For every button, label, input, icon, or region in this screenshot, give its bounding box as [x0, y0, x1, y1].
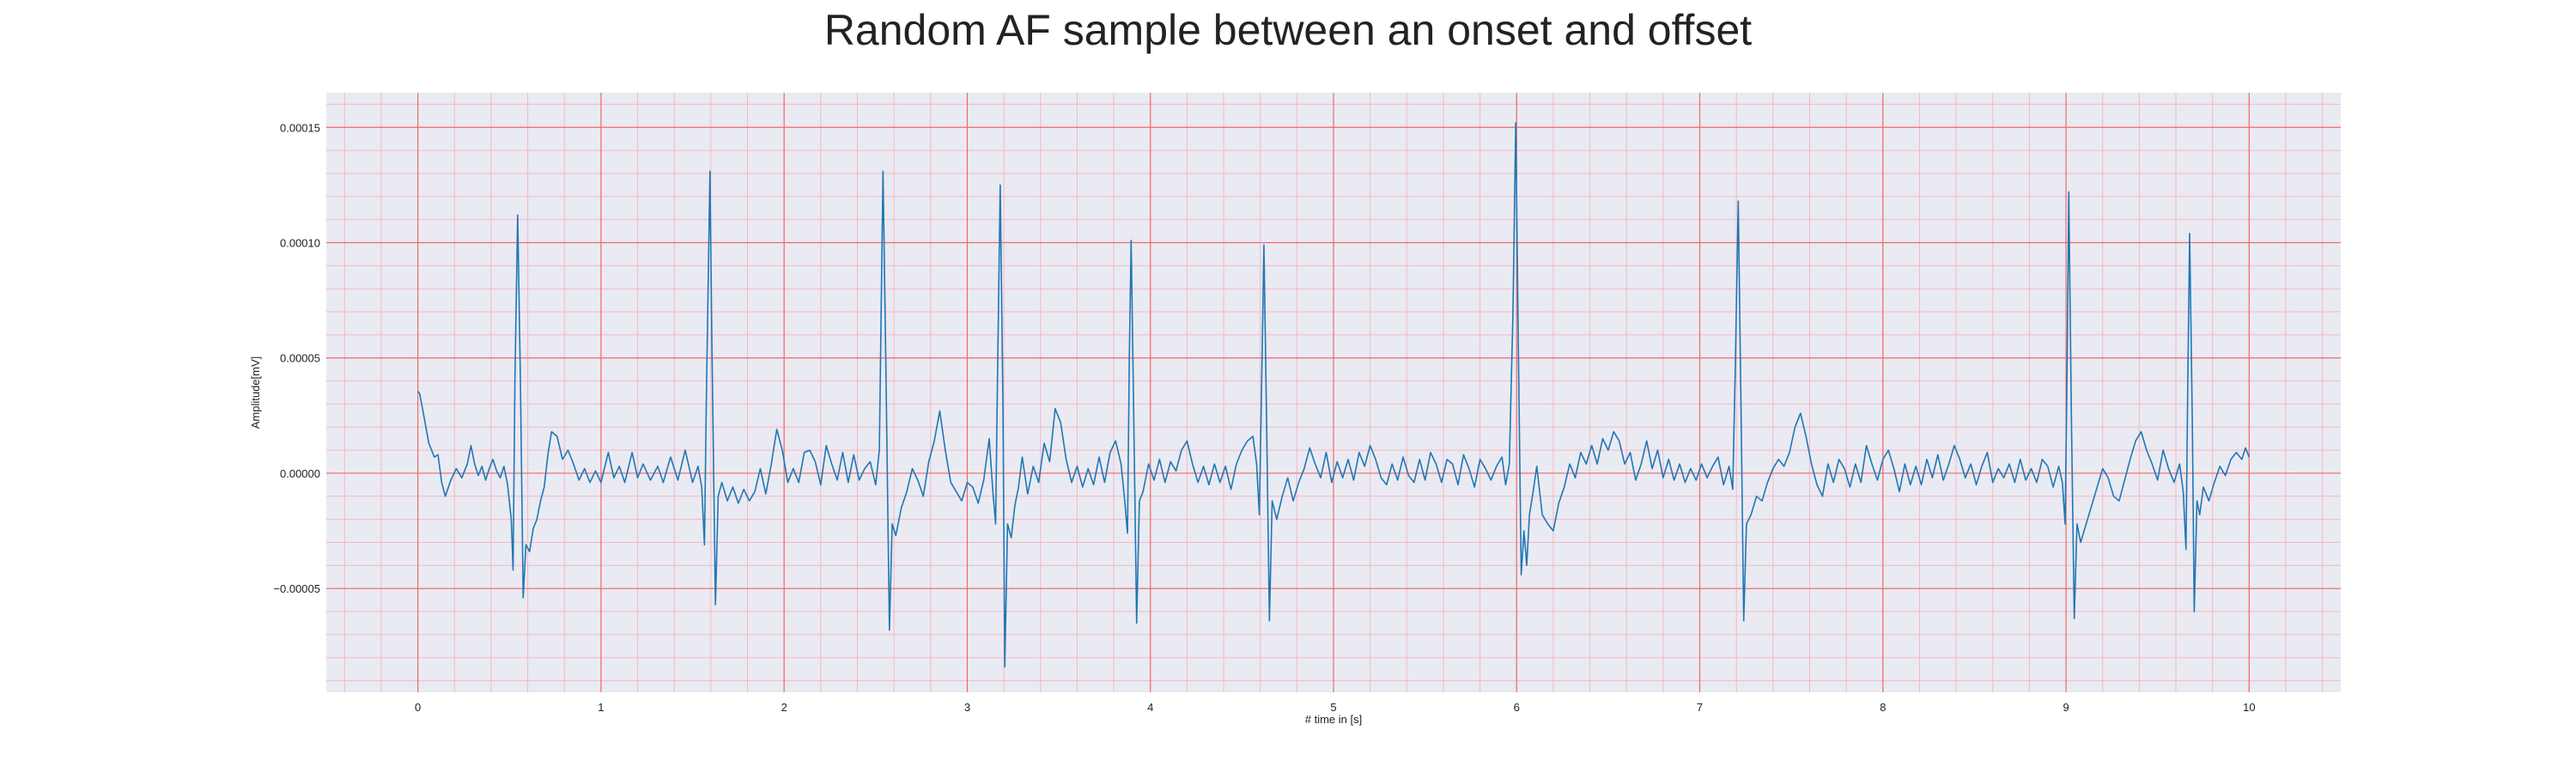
y-axis-label: Amplitude[mV] [249, 356, 262, 429]
x-tick-label: 10 [2243, 701, 2255, 714]
major-grid [326, 93, 2341, 692]
x-tick-labels: 0 1 2 3 4 5 6 7 8 9 10 [415, 701, 2256, 714]
x-tick-label: 3 [964, 701, 970, 714]
y-tick-label: 0.00010 [280, 237, 320, 250]
x-tick-label: 1 [598, 701, 604, 714]
x-tick-label: 7 [1697, 701, 1703, 714]
y-tick-label: 0.00000 [280, 467, 320, 480]
series-line-amplitude [417, 122, 2251, 668]
x-tick-label: 9 [2063, 701, 2069, 714]
y-tick-labels: −0.00005 0.00000 0.00005 0.00010 0.00015 [273, 121, 320, 595]
x-axis-label: # time in [s] [1305, 713, 1362, 726]
x-tick-label: 2 [781, 701, 787, 714]
x-tick-label: 5 [1330, 701, 1336, 714]
chart-title: Random AF sample between an onset and of… [823, 6, 1753, 54]
x-tick-label: 0 [415, 701, 421, 714]
x-tick-label: 6 [1514, 701, 1520, 714]
y-tick-label: 0.00015 [280, 121, 320, 134]
y-tick-label: −0.00005 [273, 582, 320, 595]
y-tick-label: 0.00005 [280, 352, 320, 365]
x-tick-label: 8 [1880, 701, 1886, 714]
x-tick-label: 4 [1147, 701, 1153, 714]
